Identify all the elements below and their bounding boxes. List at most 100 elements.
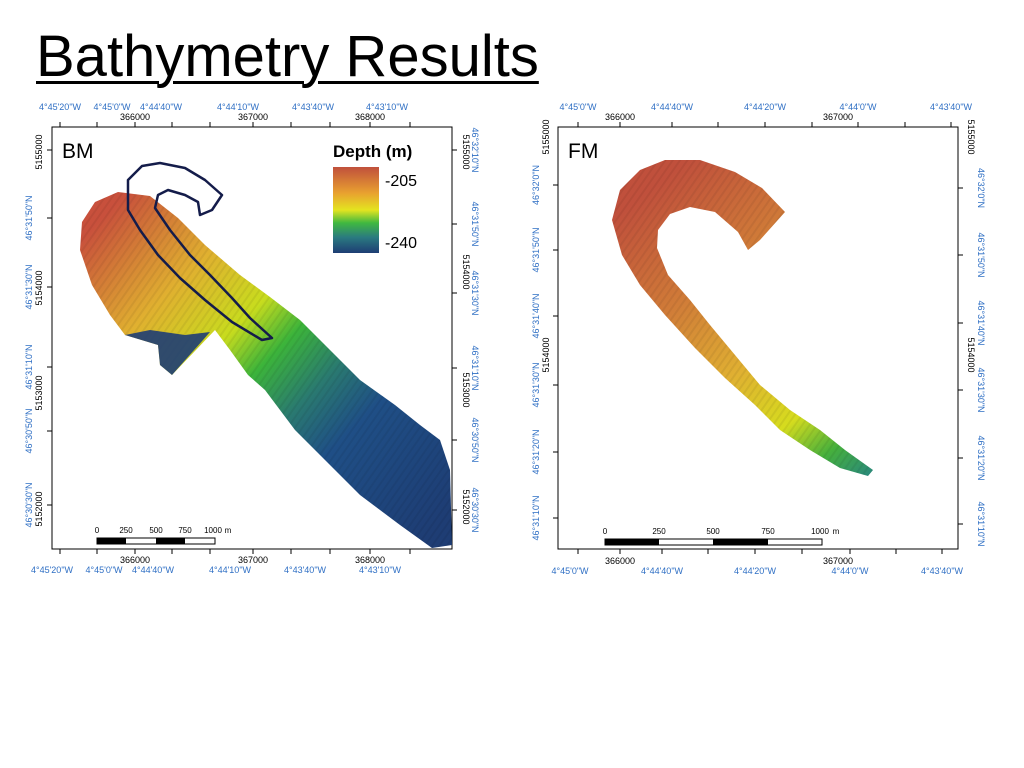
fm-scalebar-label: 250 xyxy=(652,527,666,536)
bm-left-northing-label: 5155000 xyxy=(34,134,44,169)
bm-bottom-lon-label: 4°44'10"W xyxy=(209,565,252,575)
bm-top-lon-label: 4°44'40"W xyxy=(140,102,183,112)
fm-top-lon-label: 4°44'20"W xyxy=(744,102,787,112)
fm-scalebar-label: 0 xyxy=(603,527,608,536)
fm-top-lon-label: 4°45'0"W xyxy=(559,102,597,112)
legend-max-label: -205 xyxy=(385,173,417,190)
bm-left-lat-label: 46°31'10"N xyxy=(24,344,34,389)
fm-top-easting-label: 367000 xyxy=(823,112,853,122)
bm-panel-label: BM xyxy=(62,140,94,163)
bm-scalebar-label: 250 xyxy=(119,526,133,535)
fm-left-lat-label: 46°31'40"N xyxy=(531,293,541,338)
bm-top-lon-label: 4°45'20"W xyxy=(39,102,82,112)
fm-top-lon-label: 4°44'40"W xyxy=(651,102,694,112)
legend-color-ramp xyxy=(333,167,379,253)
bm-right-lat-label: 46°31'50"N xyxy=(470,201,480,246)
bm-left-northing-labels: 5155000 5154000 5153000 5152000 xyxy=(34,134,44,526)
fm-bottom-lon-label: 4°44'0"W xyxy=(831,566,869,576)
bm-map: BM Depth (m) -205 -240 4°45'20"W 4°45'0"… xyxy=(24,102,480,575)
bm-right-lat-label: 46°31'30"N xyxy=(470,270,480,315)
fm-left-lat-labels: 46°32'0"N 46°31'50"N 46°31'40"N 46°31'30… xyxy=(531,165,541,541)
bm-top-lon-label: 4°45'0"W xyxy=(93,102,131,112)
fm-scalebar: 0 250 500 750 1000 m xyxy=(603,527,840,546)
fm-right-lat-label: 46°31'10"N xyxy=(976,501,986,546)
bm-left-lat-labels: 46°31'50"N 46°31'30"N 46°31'10"N 46°30'5… xyxy=(24,195,34,527)
fm-scalebar-unit: m xyxy=(833,527,840,536)
bm-bottom-lon-label: 4°43'10"W xyxy=(359,565,402,575)
fm-scalebar-label: 1000 xyxy=(811,527,829,536)
bm-top-easting-labels: 366000 367000 368000 xyxy=(120,112,385,122)
bm-left-northing-label: 5154000 xyxy=(34,270,44,305)
fm-right-lat-labels: 46°32'0"N 46°31'50"N 46°31'40"N 46°31'30… xyxy=(976,168,986,547)
bm-left-lat-label: 46°31'50"N xyxy=(24,195,34,240)
fm-scalebar-label: 750 xyxy=(761,527,775,536)
fm-map: FM 4°45'0"W 4°44'40"W 4°44'20"W 4°44'0"W… xyxy=(531,102,986,576)
fm-bottom-lon-label: 4°43'40"W xyxy=(921,566,964,576)
bm-top-lon-label: 4°44'10"W xyxy=(217,102,260,112)
bm-bottom-lon-label: 4°44'40"W xyxy=(132,565,175,575)
bm-scalebar-label: 0 xyxy=(95,526,100,535)
bm-right-northing-label: 5154000 xyxy=(461,254,471,289)
bm-right-northing-label: 5152000 xyxy=(461,489,471,524)
fm-bottom-lon-label: 4°44'20"W xyxy=(734,566,777,576)
fm-right-northing-labels: 5155000 5154000 xyxy=(966,119,976,372)
bm-bottom-lon-labels: 4°45'20"W 4°45'0"W 4°44'40"W 4°44'10"W 4… xyxy=(31,565,402,575)
fm-right-lat-label: 46°31'20"N xyxy=(976,435,986,480)
bm-scalebar: 0 250 500 750 1000 m xyxy=(95,526,232,545)
fm-top-easting-label: 366000 xyxy=(605,112,635,122)
fm-right-lat-label: 46°32'0"N xyxy=(976,168,986,208)
bm-bottom-easting-label: 368000 xyxy=(355,555,385,565)
fm-bottom-lon-labels: 4°45'0"W 4°44'40"W 4°44'20"W 4°44'0"W 4°… xyxy=(551,566,963,576)
fm-right-lat-label: 46°31'30"N xyxy=(976,367,986,412)
fm-panel-label: FM xyxy=(568,140,598,163)
fm-top-lon-label: 4°43'40"W xyxy=(930,102,973,112)
bm-right-northing-label: 5155000 xyxy=(461,134,471,169)
fm-top-lon-label: 4°44'0"W xyxy=(839,102,877,112)
bm-top-easting-label: 366000 xyxy=(120,112,150,122)
bm-bottom-lon-label: 4°45'0"W xyxy=(85,565,123,575)
fm-bottom-easting-labels: 366000 367000 xyxy=(605,556,853,566)
bm-bottom-lon-label: 4°45'20"W xyxy=(31,565,74,575)
bm-top-easting-label: 367000 xyxy=(238,112,268,122)
fm-scalebar-label: 500 xyxy=(706,527,720,536)
bm-scalebar-label: 1000 xyxy=(204,526,222,535)
bm-top-lon-label: 4°43'40"W xyxy=(292,102,335,112)
bm-bottom-easting-labels: 366000 367000 368000 xyxy=(120,555,385,565)
fm-bottom-easting-label: 366000 xyxy=(605,556,635,566)
legend-title: Depth (m) xyxy=(333,142,412,161)
fm-ticks xyxy=(553,122,963,554)
bm-bottom-easting-label: 367000 xyxy=(238,555,268,565)
fm-bottom-lon-label: 4°45'0"W xyxy=(551,566,589,576)
fm-left-northing-label: 5155000 xyxy=(541,119,551,154)
fm-bottom-easting-label: 367000 xyxy=(823,556,853,566)
bm-left-northing-label: 5152000 xyxy=(34,491,44,526)
bm-right-lat-label: 46°32'10"N xyxy=(470,127,480,172)
bm-left-northing-label: 5153000 xyxy=(34,375,44,410)
fm-top-lon-labels: 4°45'0"W 4°44'40"W 4°44'20"W 4°44'0"W 4°… xyxy=(559,102,972,112)
legend-min-label: -240 xyxy=(385,235,417,252)
slide-title: Bathymetry Results xyxy=(36,24,539,89)
bm-right-lat-labels: 46°32'10"N 46°31'50"N 46°31'30"N 46°31'1… xyxy=(470,127,480,532)
bm-left-lat-label: 46°31'30"N xyxy=(24,264,34,309)
fm-right-northing-label: 5155000 xyxy=(966,119,976,154)
bm-right-northing-labels: 5155000 5154000 5153000 5152000 xyxy=(461,134,471,524)
bm-bottom-lon-label: 4°43'40"W xyxy=(284,565,327,575)
bm-top-easting-label: 368000 xyxy=(355,112,385,122)
bm-bottom-easting-label: 366000 xyxy=(120,555,150,565)
bm-scalebar-label: 750 xyxy=(178,526,192,535)
fm-left-lat-label: 46°31'20"N xyxy=(531,429,541,474)
bm-right-lat-label: 46°30'30"N xyxy=(470,487,480,532)
bm-left-lat-label: 46°30'50"N xyxy=(24,408,34,453)
fm-left-northing-labels: 5155000 5154000 xyxy=(541,119,551,372)
bm-ticks xyxy=(47,122,457,554)
bm-right-lat-label: 46°30'50"N xyxy=(470,417,480,462)
fm-left-lat-label: 46°32'0"N xyxy=(531,165,541,205)
fm-right-lat-label: 46°31'40"N xyxy=(976,300,986,345)
bm-scalebar-unit: m xyxy=(225,526,232,535)
fm-right-northing-label: 5154000 xyxy=(966,337,976,372)
fm-left-lat-label: 46°31'30"N xyxy=(531,362,541,407)
fm-bottom-lon-label: 4°44'40"W xyxy=(641,566,684,576)
bm-top-lon-labels: 4°45'20"W 4°45'0"W 4°44'40"W 4°44'10"W 4… xyxy=(39,102,409,112)
fm-left-lat-label: 46°31'10"N xyxy=(531,495,541,540)
bm-fm-footprint-outline xyxy=(126,161,274,342)
